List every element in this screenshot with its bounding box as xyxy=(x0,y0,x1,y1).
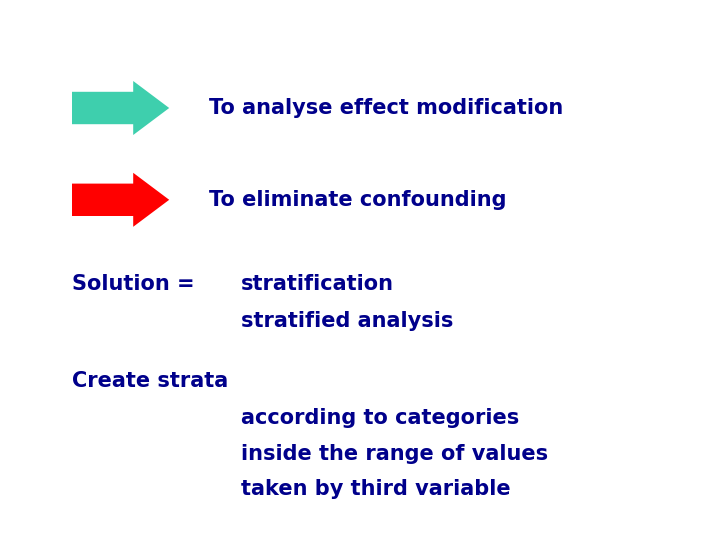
Text: taken by third variable: taken by third variable xyxy=(241,478,510,499)
Text: according to categories: according to categories xyxy=(241,408,519,429)
Text: stratified analysis: stratified analysis xyxy=(241,311,454,332)
Text: stratification: stratification xyxy=(241,273,395,294)
Text: To eliminate confounding: To eliminate confounding xyxy=(209,190,506,210)
Text: To analyse effect modification: To analyse effect modification xyxy=(209,98,563,118)
Text: inside the range of values: inside the range of values xyxy=(241,443,549,464)
FancyArrow shape xyxy=(72,81,169,135)
Text: Create strata: Create strata xyxy=(72,370,228,391)
Text: Solution =: Solution = xyxy=(72,273,202,294)
FancyArrow shape xyxy=(72,173,169,227)
